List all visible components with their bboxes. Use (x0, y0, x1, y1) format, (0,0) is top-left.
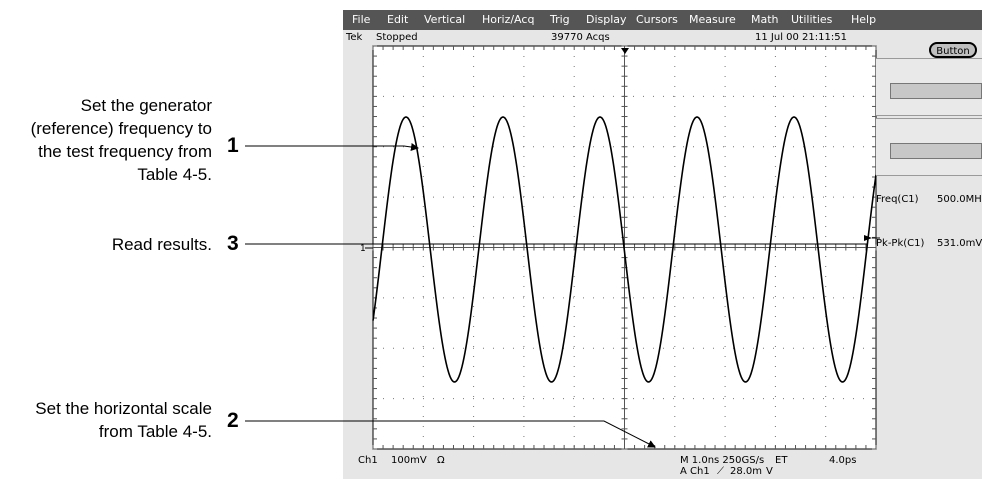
readout-trigger-unit: V (766, 466, 773, 477)
menu-trig[interactable]: Trig (550, 13, 570, 26)
callout-line: Set the generator (80, 96, 212, 115)
status-bar: Tek Stopped 39770 Acqs 11 Jul 00 21:11:5… (343, 31, 982, 45)
callout-step2-number: 2 (227, 409, 239, 432)
readout-trigger-slope: ⟋ (717, 466, 724, 477)
readout-timebase: M 1.0ns 250GS/s (680, 455, 765, 466)
callout-step2-line (245, 420, 656, 448)
callout-step3-arrow-icon (864, 235, 872, 241)
menu-measure[interactable]: Measure (689, 13, 736, 26)
menu-cursors[interactable]: Cursors (636, 13, 678, 26)
readout-mode: ET (775, 455, 788, 466)
trigger-position-icon (621, 48, 629, 54)
meas-freq-label: Freq(C1) (876, 194, 919, 205)
callout-step3-number: 3 (227, 232, 239, 255)
menu-vertical[interactable]: Vertical (424, 13, 466, 26)
acq-count: 39770 Acqs (551, 32, 610, 43)
menu-display[interactable]: Display (586, 13, 627, 26)
meas-pkpk-label: Pk-Pk(C1) (876, 238, 925, 249)
callout-step1-text: Set the generator (reference) frequency … (31, 94, 212, 186)
callout-line: Table 4-5. (137, 165, 212, 184)
readout-trigger: A Ch1 (680, 466, 710, 477)
readout-trigger-level: 28.0m (730, 466, 763, 477)
callout-step1-line (245, 143, 419, 151)
callout-step2-text: Set the horizontal scale from Table 4-5. (35, 397, 212, 443)
readout-volts-div: 100mV (391, 455, 427, 466)
menu-bar: File Edit Vertical Horiz/Acq Trig Displa… (343, 10, 982, 30)
button-toggle[interactable]: Button (929, 42, 977, 58)
callout-step3-text: Read results. (112, 233, 212, 256)
readout-position: 4.0ps (829, 455, 857, 466)
menu-file[interactable]: File (352, 13, 371, 26)
callout-step1-number: 1 (227, 134, 239, 157)
callout-line: Set the horizontal scale (35, 399, 212, 418)
menu-utilities[interactable]: Utilities (791, 13, 833, 26)
callout-line: Read results. (111, 235, 212, 254)
menu-horiz-acq[interactable]: Horiz/Acq (482, 13, 535, 26)
menu-help[interactable]: Help (851, 13, 877, 26)
callout-line: (reference) frequency to (30, 119, 212, 138)
meas-pkpk-value: 531.0mV (937, 238, 982, 249)
brand-label: Tek (346, 32, 363, 43)
callout-line: from Table 4-5. (98, 422, 212, 441)
menu-math[interactable]: Math (751, 13, 779, 26)
channel1-marker-label: 1 (360, 244, 366, 254)
menu-edit[interactable]: Edit (387, 13, 409, 26)
waveform-display: 1 (360, 45, 877, 450)
date-time: 11 Jul 00 21:11:51 (755, 32, 847, 43)
panel-box-upper (876, 58, 982, 116)
acq-state: Stopped (376, 32, 418, 43)
channel1-marker-icon: 1 (360, 244, 373, 254)
readout-channel: Ch1 (358, 455, 378, 466)
readout-coupling: Ω (437, 455, 445, 466)
panel-box-lower (876, 118, 982, 176)
waveform-trace (372, 116, 877, 383)
callout-line: the test frequency from (38, 142, 212, 161)
meas-freq-value: 500.0MH (937, 194, 982, 205)
side-panel (876, 58, 982, 176)
